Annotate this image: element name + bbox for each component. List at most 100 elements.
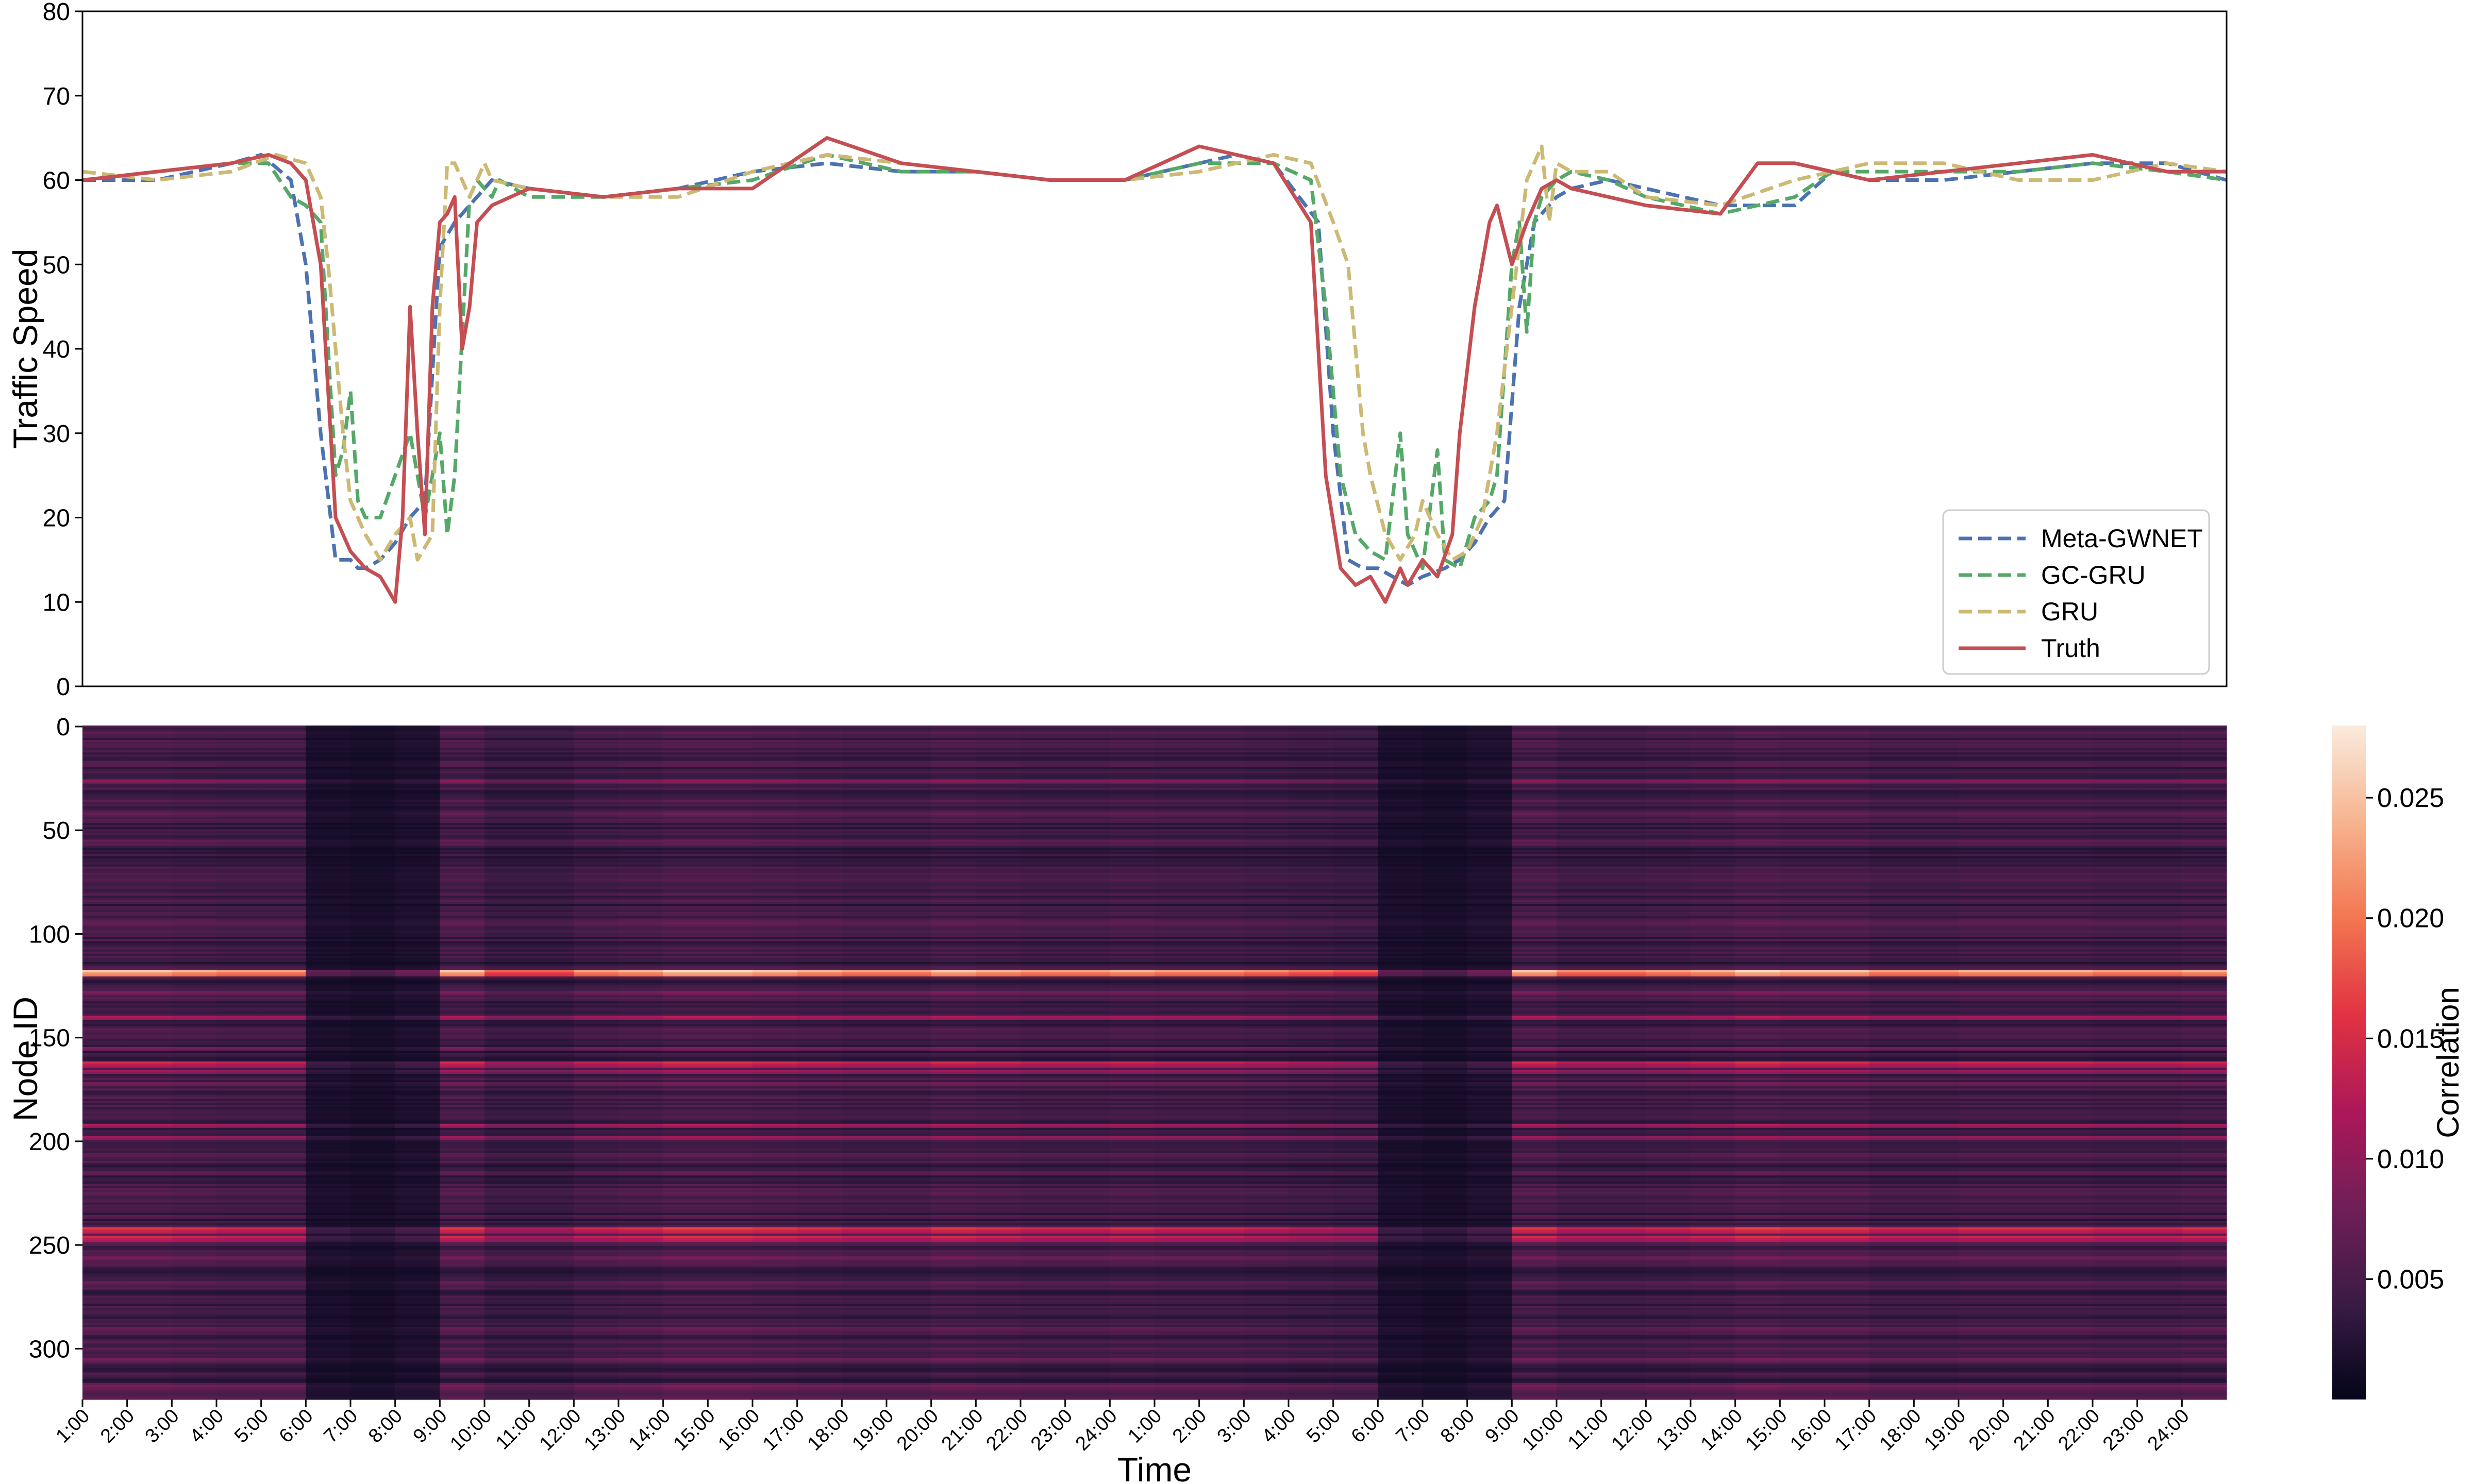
heatmap-cell: [1780, 775, 1825, 778]
heatmap-cell: [216, 929, 262, 932]
heatmap-cell: [663, 850, 708, 853]
heatmap-cell: [127, 781, 172, 784]
heatmap-cell: [172, 813, 217, 815]
heatmap-cell: [2182, 860, 2227, 863]
heatmap-cell: [350, 856, 396, 859]
heatmap-cell: [842, 862, 887, 865]
heatmap-cell: [172, 904, 217, 906]
heatmap-cell: [1825, 829, 1870, 832]
heatmap-cell: [1601, 891, 1646, 894]
heatmap-cell: [1155, 777, 1200, 780]
heatmap-cell: [1467, 918, 1512, 921]
heatmap-cell: [484, 771, 530, 774]
heatmap-cell: [1155, 862, 1200, 865]
heatmap-cell: [1914, 794, 1959, 797]
heatmap-cell: [484, 763, 530, 766]
line-y-tick-label: 80: [43, 0, 70, 26]
heatmap-cell: [1199, 736, 1244, 738]
heatmap-cell: [1914, 889, 1959, 892]
heatmap-cell: [663, 730, 708, 732]
heatmap-cell: [1646, 746, 1691, 749]
heatmap-cell: [1155, 806, 1200, 809]
heatmap-cell: [1110, 752, 1155, 755]
heatmap-cell: [395, 779, 440, 782]
heatmap-cell: [663, 910, 708, 913]
heatmap-cell: [1735, 920, 1780, 923]
heatmap-cell: [753, 831, 798, 834]
heatmap-cell: [1825, 933, 1870, 936]
heatmap-cell: [216, 835, 262, 838]
heatmap-cell: [1289, 856, 1334, 859]
heatmap-cell: [1467, 933, 1512, 936]
heatmap-cell: [618, 781, 664, 784]
heatmap-cell: [1065, 738, 1110, 740]
heatmap-cell: [1914, 804, 1959, 807]
heatmap-cell: [1825, 889, 1870, 892]
heatmap-cell: [1959, 844, 2004, 847]
heatmap-cell: [1646, 825, 1691, 828]
heatmap-cell: [797, 881, 842, 884]
heatmap-cell: [976, 848, 1021, 851]
heatmap-cell: [1825, 787, 1870, 790]
heatmap-cell: [2048, 754, 2093, 757]
heatmap-cell: [261, 904, 306, 906]
heatmap-cell: [1333, 783, 1378, 786]
heatmap-cell: [2048, 761, 2093, 764]
heatmap-cell: [1735, 829, 1780, 832]
heatmap-cell: [1512, 862, 1557, 865]
heatmap-cell: [82, 750, 128, 753]
heatmap-cell: [1021, 839, 1066, 842]
heatmap-cell: [1512, 777, 1557, 780]
heatmap-cell: [1646, 742, 1691, 745]
heatmap-cell: [1333, 835, 1378, 838]
heatmap-cell: [529, 835, 574, 838]
heatmap-cell: [1110, 817, 1155, 819]
heatmap-cell: [1155, 783, 1200, 786]
heatmap-cell: [1959, 912, 2004, 915]
heatmap-cell: [261, 783, 306, 786]
heatmap-cell: [1959, 896, 2004, 898]
heatmap-cell: [797, 742, 842, 745]
heatmap-cell: [797, 912, 842, 915]
heatmap-cell: [484, 817, 530, 819]
heatmap-cell: [708, 744, 753, 747]
heatmap-cell: [2182, 898, 2227, 900]
heatmap-cell: [1691, 854, 1736, 857]
heatmap-cell: [2048, 736, 2093, 738]
heatmap-cell: [1825, 856, 1870, 859]
heatmap-cell: [261, 874, 306, 878]
heatmap-cell: [2003, 817, 2048, 819]
heatmap-cell: [797, 748, 842, 751]
heatmap-cell: [1869, 798, 1914, 801]
heatmap-cell: [797, 864, 842, 867]
heatmap-cell: [440, 806, 485, 809]
heatmap-cell: [618, 835, 664, 838]
heatmap-cell: [2137, 874, 2182, 878]
heatmap-cell: [484, 904, 530, 906]
heatmap-cell: [529, 730, 574, 732]
heatmap-cell: [1780, 746, 1825, 749]
heatmap-cell: [1825, 935, 1870, 938]
heatmap-cell: [842, 823, 887, 825]
heatmap-cell: [887, 827, 932, 830]
heatmap-cell: [350, 881, 396, 884]
heatmap-cell: [753, 846, 798, 849]
heatmap-cell: [1244, 829, 1289, 832]
heatmap-cell: [708, 902, 753, 904]
heatmap-cell: [2182, 887, 2227, 890]
heatmap-cell: [1601, 794, 1646, 797]
heatmap-cell: [1735, 904, 1780, 906]
heatmap-cell: [1244, 910, 1289, 913]
heatmap-cell: [216, 817, 262, 819]
heatmap-cell: [216, 937, 262, 940]
heatmap-cell: [1199, 821, 1244, 823]
heatmap-cell: [842, 883, 887, 886]
heatmap-cell: [529, 728, 574, 730]
heatmap-cell: [529, 791, 574, 795]
heatmap-cell: [663, 771, 708, 774]
heatmap-cell: [663, 779, 708, 782]
heatmap-cell: [797, 854, 842, 857]
heatmap-cell: [82, 787, 128, 790]
heatmap-cell: [618, 939, 664, 942]
heatmap-cell: [529, 752, 574, 755]
